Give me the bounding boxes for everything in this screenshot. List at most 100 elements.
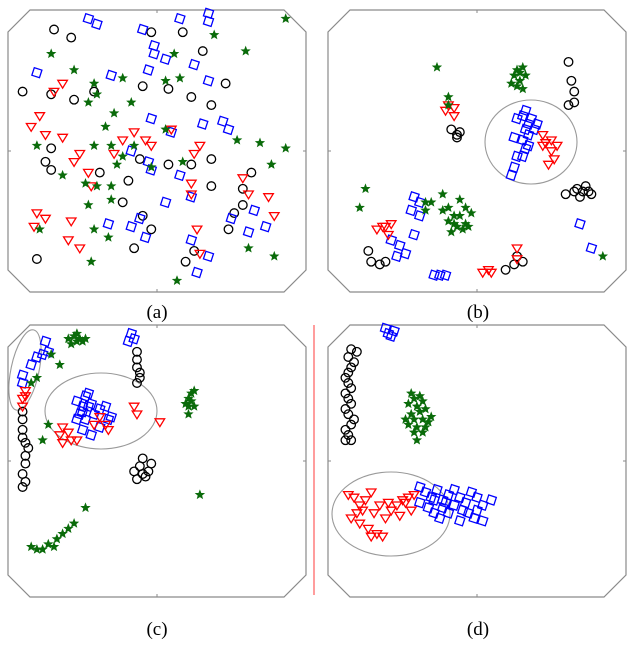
circle-marker <box>351 346 362 357</box>
square-marker <box>385 330 398 343</box>
triangle-marker <box>73 244 86 255</box>
square-marker <box>202 250 215 263</box>
star-marker <box>57 528 68 539</box>
star-marker <box>111 159 123 169</box>
triangle-marker <box>511 255 524 265</box>
triangle-marker <box>153 418 166 428</box>
star-marker <box>103 231 114 242</box>
star-marker <box>408 393 420 403</box>
circle-marker <box>237 183 248 194</box>
square-marker <box>531 118 543 130</box>
triangle-marker <box>16 402 29 413</box>
square-marker <box>25 358 38 371</box>
triangle-marker <box>536 141 549 152</box>
square-marker <box>139 231 152 244</box>
circle-marker <box>20 450 31 461</box>
circle-marker <box>46 143 57 154</box>
panel-caption: (b) <box>467 302 489 323</box>
circle-marker <box>566 75 577 86</box>
square-marker <box>433 512 446 525</box>
circle-marker <box>452 132 462 143</box>
circle-marker <box>577 186 588 197</box>
square-marker <box>191 266 203 279</box>
triangle-marker <box>99 420 112 431</box>
circle-marker <box>206 181 217 192</box>
star-marker <box>106 194 117 204</box>
panel-frame <box>327 324 627 598</box>
star-marker <box>443 99 454 110</box>
cluster-ellipse <box>44 372 158 450</box>
triangle-marker <box>345 514 358 525</box>
star-marker <box>46 48 57 59</box>
star-marker <box>108 107 120 118</box>
circle-marker <box>49 24 59 35</box>
square-marker <box>428 507 440 519</box>
circle-marker <box>374 259 385 270</box>
circle-marker <box>340 424 351 435</box>
star-marker <box>37 543 48 554</box>
star-marker <box>46 348 57 359</box>
triangle-marker <box>28 222 40 233</box>
circle-marker <box>143 466 154 477</box>
circle-marker <box>343 409 354 420</box>
circle-marker <box>220 78 231 89</box>
cluster-ellipse <box>8 329 42 411</box>
triangle-marker <box>402 493 415 504</box>
square-marker <box>436 501 449 514</box>
triangle-marker <box>56 133 69 144</box>
star-marker <box>80 333 91 344</box>
circle-marker <box>343 393 354 404</box>
circle-marker <box>500 264 511 275</box>
square-marker <box>136 23 149 36</box>
circle-marker <box>223 224 234 235</box>
star-marker <box>54 359 65 370</box>
triangle-marker <box>511 244 524 255</box>
square-marker <box>174 12 186 25</box>
circle-marker <box>177 27 188 38</box>
triangle-marker <box>262 193 275 203</box>
circle-marker <box>17 432 28 443</box>
star-marker <box>403 398 414 409</box>
triangle-marker <box>116 136 129 147</box>
star-marker <box>31 140 43 150</box>
square-marker <box>399 247 412 260</box>
star-marker <box>411 434 423 445</box>
square-marker <box>465 486 478 499</box>
square-marker <box>202 74 215 87</box>
circle-marker <box>343 352 354 362</box>
triangle-marker <box>56 438 69 449</box>
triangle-marker <box>536 130 549 141</box>
circle-marker <box>340 435 351 446</box>
star-marker <box>400 413 411 424</box>
circle-marker <box>17 482 28 492</box>
triangle-marker <box>379 514 392 525</box>
star-marker <box>43 419 54 429</box>
circle-marker <box>340 404 351 414</box>
triangle-marker <box>19 392 32 402</box>
star-marker <box>463 221 474 231</box>
circle-marker <box>346 435 357 446</box>
star-marker <box>443 91 454 102</box>
triangle-marker <box>382 498 395 509</box>
square-marker <box>242 226 255 238</box>
star-marker <box>126 96 137 107</box>
star-marker <box>68 64 80 75</box>
circle-marker <box>446 124 457 135</box>
circle-marker <box>346 362 357 373</box>
triangle-marker <box>82 168 95 179</box>
triangle-marker <box>165 125 178 136</box>
circle-marker <box>17 406 28 417</box>
circle-marker <box>583 186 594 197</box>
square-marker <box>448 483 460 496</box>
triangle-marker <box>373 501 386 512</box>
star-marker <box>426 411 437 422</box>
triangle-marker <box>193 141 206 152</box>
star-marker <box>37 434 48 445</box>
square-marker <box>185 234 198 246</box>
square-marker <box>133 212 146 225</box>
square-marker <box>71 413 83 426</box>
square-marker <box>439 496 452 509</box>
star-marker <box>360 183 371 194</box>
triangle-marker <box>191 225 204 236</box>
